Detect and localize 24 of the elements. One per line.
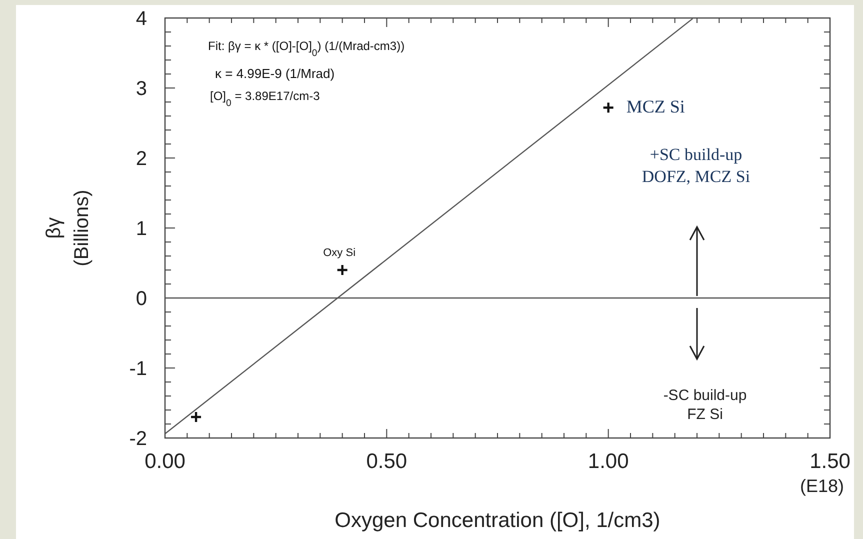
x-tick-label: 0.50 (366, 450, 408, 473)
y-tick-label: 3 (136, 78, 147, 100)
point (190, 410, 202, 424)
y-tick-label: 0 (136, 288, 147, 310)
y-tick-label: 2 (136, 148, 147, 170)
x-tick-label: 1.50 (810, 450, 850, 473)
annotation: [O]$_{0}$ = 3.89E17/cm-3 (210, 89, 320, 108)
annotation: +SC build-up DOFZ, MCZ Si (642, 145, 750, 186)
annotation: Fit: βγ = κ * ([O]-[O]$_{0}$) (1/(Mrad-cm3)) (208, 39, 405, 58)
x-tick-label: 1.00 (588, 450, 629, 473)
y-tick-label: -2 (129, 428, 147, 450)
y-tick-label: 4 (136, 8, 147, 30)
annotation: κ = 4.99E-9 (1/Mrad) (215, 66, 335, 81)
y-axis-title: βγ (Billions) (43, 190, 93, 266)
point (602, 102, 614, 114)
point (336, 264, 348, 276)
x-tick-label: 0.00 (144, 450, 186, 473)
annotation: MCZ Si (626, 96, 685, 117)
y-tick-label: -1 (129, 358, 147, 380)
text: (E18) (800, 476, 844, 496)
x-axis-title: Oxygen Concentration ([O], 1/cm3) (334, 509, 660, 532)
y-tick-label: 1 (136, 218, 147, 240)
annotation: -SC build-up FZ Si (663, 387, 747, 423)
annotation: Oxy Si (323, 247, 356, 259)
